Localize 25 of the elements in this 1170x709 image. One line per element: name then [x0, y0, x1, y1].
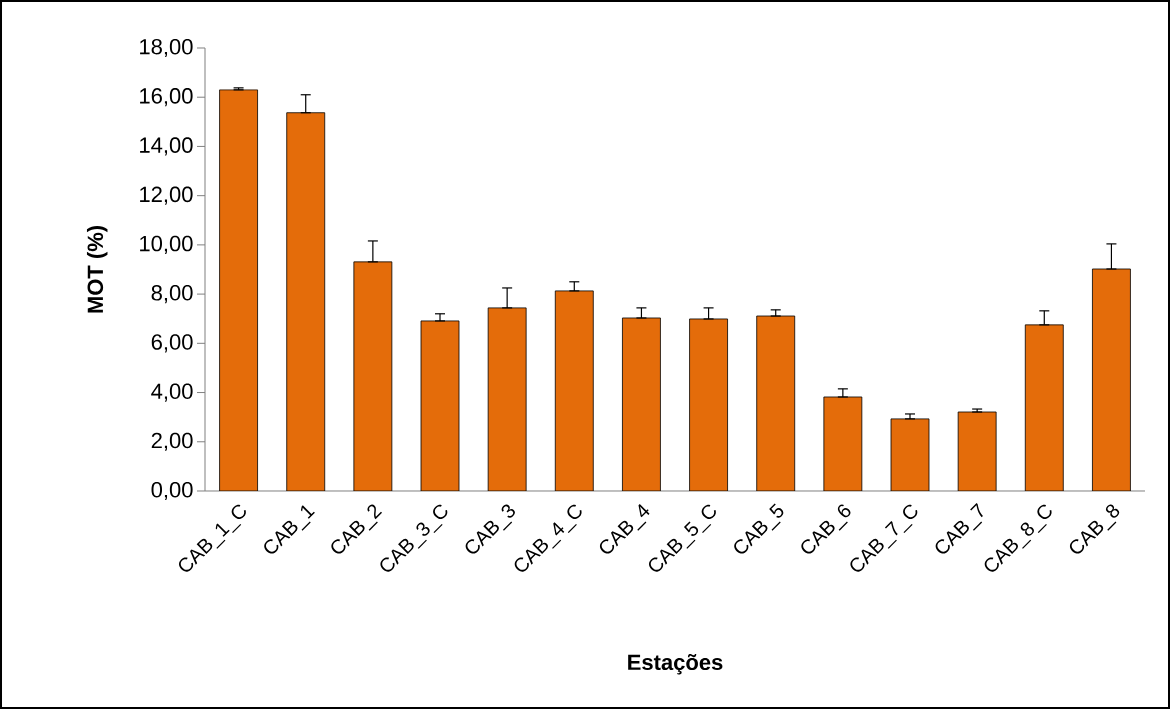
y-axis-title: MOT (%) — [86, 226, 108, 313]
bar — [219, 89, 258, 491]
bar — [487, 307, 527, 491]
y-tick-label: 6,00 — [151, 334, 193, 353]
y-tick-label: 16,00 — [140, 88, 193, 107]
bar — [756, 315, 796, 491]
y-tick-label: 4,00 — [151, 383, 193, 402]
y-tick-label: 8,00 — [151, 285, 193, 304]
y-tick-label: 2,00 — [151, 432, 193, 451]
y-tick-label: 12,00 — [140, 186, 193, 205]
bar — [957, 411, 997, 491]
bar — [622, 317, 661, 491]
bar — [420, 320, 460, 491]
x-axis-title: Estações — [628, 654, 723, 675]
y-tick-label: 10,00 — [140, 235, 193, 254]
y-tick-label: 18,00 — [140, 38, 193, 58]
y-tick-label: 14,00 — [140, 137, 193, 156]
y-tick-label: 0,00 — [151, 481, 193, 501]
bar — [890, 418, 930, 491]
bar — [689, 318, 728, 491]
bar — [823, 396, 863, 491]
bar — [1024, 324, 1064, 491]
bar — [554, 290, 594, 491]
bar — [1092, 268, 1131, 491]
bar — [353, 261, 393, 491]
